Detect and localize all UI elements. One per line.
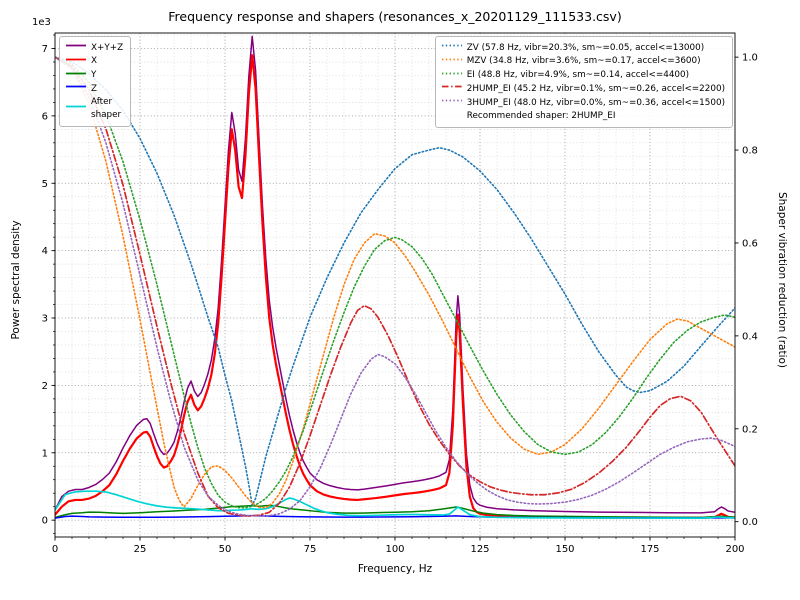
legend-line-swatch — [65, 69, 91, 83]
legend-label: ZV (57.8 Hz, vibr=20.3%, sm~=0.05, accel… — [466, 42, 705, 53]
series-line-x-y-z — [55, 35, 735, 514]
legend-line-swatch — [441, 96, 467, 110]
legend-line-swatch — [441, 82, 467, 96]
legend-label: After shaper — [91, 97, 122, 120]
legend-entry: 3HUMP_EI (48.0 Hz, vibr=0.0%, sm~=0.36, … — [441, 96, 725, 110]
legend-shapers: ZV (57.8 Hz, vibr=20.3%, sm~=0.05, accel… — [434, 36, 733, 128]
legend-entry: After shaper — [65, 96, 123, 122]
legend-line-swatch — [441, 69, 467, 83]
legend-label: Recommended shaper: 2HUMP_EI — [466, 110, 616, 121]
x-tick-label: 75 — [304, 544, 317, 555]
y-left-tick-label: 5 — [42, 179, 48, 190]
y-right-tick-label: 1.0 — [742, 53, 758, 64]
x-tick-label: 25 — [134, 544, 147, 555]
y-right-tick-label: 0.2 — [742, 424, 758, 435]
legend-line-swatch — [65, 55, 91, 69]
legend-line-swatch — [441, 41, 467, 55]
legend-entry: X — [65, 55, 123, 69]
y-right-tick-label: 0.4 — [742, 331, 758, 342]
legend-psd: X+Y+Z X Y Z After shaper — [59, 36, 132, 127]
series-line-after-shaper — [55, 490, 735, 519]
legend-label: 3HUMP_EI (48.0 Hz, vibr=0.0%, sm~=0.36, … — [466, 97, 725, 108]
legend-entry: EI (48.8 Hz, vibr=4.9%, sm~=0.14, accel<… — [441, 69, 725, 83]
y-right-tick-label: 0.6 — [742, 238, 758, 249]
x-axis-label: Frequency, Hz — [357, 563, 433, 575]
y-axis-offset-text: 1e3 — [32, 17, 51, 28]
legend-line-swatch — [441, 55, 467, 69]
y-right-tick-label: 0.8 — [742, 146, 758, 157]
series-line-y — [55, 504, 735, 519]
x-tick-label: 50 — [219, 544, 232, 555]
y-left-tick-label: 6 — [42, 111, 48, 122]
legend-line-sample — [441, 99, 462, 102]
x-tick-label: 125 — [470, 544, 489, 555]
legend-entry: X+Y+Z — [65, 41, 123, 55]
legend-label: EI (48.8 Hz, vibr=4.9%, sm~=0.14, accel<… — [466, 70, 690, 80]
y-right-tick-label: 0.0 — [742, 517, 758, 528]
x-tick-label: 100 — [385, 544, 404, 555]
legend-entry: MZV (34.8 Hz, vibr=3.6%, sm~=0.17, accel… — [441, 55, 725, 69]
y-left-tick-label: 0 — [42, 516, 48, 527]
y-left-tick-label: 2 — [42, 381, 48, 392]
y-left-tick-label: 7 — [42, 44, 48, 55]
series-group — [55, 35, 735, 519]
series-line-mzv — [55, 56, 735, 509]
legend-label: Z — [91, 83, 98, 94]
y-left-tick-label: 4 — [42, 246, 48, 257]
y-left-tick-label: 1 — [42, 448, 48, 459]
x-tick-label: 150 — [555, 544, 574, 555]
series-line-ei — [55, 56, 735, 509]
legend-line-sample — [66, 58, 86, 61]
legend-line-swatch — [65, 82, 91, 96]
legend-line-sample — [66, 44, 86, 47]
legend-line-sample — [441, 72, 462, 74]
legend-line-swatch — [65, 41, 91, 55]
legend-line-swatch — [65, 102, 91, 116]
legend-label: 2HUMP_EI (45.2 Hz, vibr=0.1%, sm~=0.26, … — [466, 83, 725, 94]
legend-label: MZV (34.8 Hz, vibr=3.6%, sm~=0.17, accel… — [466, 56, 701, 67]
legend-label: X — [91, 56, 98, 67]
y-axis-right-label: Shaper vibration reduction (ratio) — [776, 191, 788, 369]
legend-line-sample — [66, 72, 86, 74]
series-line-x — [55, 54, 735, 519]
legend-entry: Z — [65, 82, 123, 96]
x-tick-label: 0 — [52, 544, 58, 555]
legend-entry: 2HUMP_EI (45.2 Hz, vibr=0.1%, sm~=0.26, … — [441, 82, 725, 96]
legend-entry: ZV (57.8 Hz, vibr=20.3%, sm~=0.05, accel… — [441, 41, 725, 55]
x-tick-label: 200 — [725, 544, 744, 555]
legend-label: Y — [91, 70, 97, 80]
x-tick-label: 175 — [640, 544, 659, 555]
legend-label: X+Y+Z — [91, 42, 124, 53]
legend-line-sample — [441, 85, 462, 88]
chart-title: Frequency response and shapers (resonanc… — [168, 9, 622, 24]
legend-line-sample — [66, 105, 86, 108]
y-axis-left-label: Power spectral density — [10, 220, 22, 340]
y-left-tick-label: 3 — [42, 314, 48, 325]
legend-line-sample — [441, 44, 462, 47]
legend-entry: Recommended shaper: 2HUMP_EI — [441, 110, 725, 123]
series-line-3hump-ei — [55, 56, 735, 517]
legend-line-sample — [441, 58, 462, 61]
legend-entry: Y — [65, 69, 123, 83]
legend-line-sample — [66, 85, 86, 88]
